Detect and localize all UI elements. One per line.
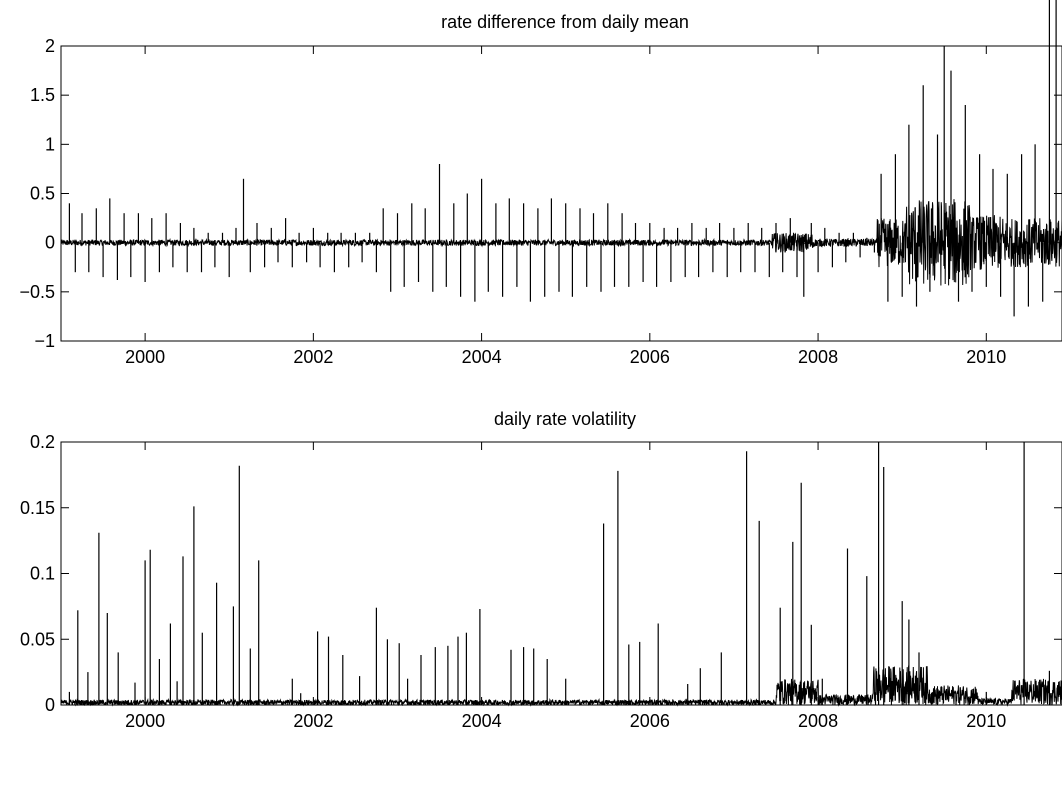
y-tick-label: 0.5	[30, 184, 55, 204]
y-tick-label: −1	[34, 331, 55, 351]
x-tick-label: 2000	[125, 347, 165, 367]
y-tick-label: 0	[45, 233, 55, 253]
y-tick-label: 1.5	[30, 85, 55, 105]
x-tick-label: 2002	[293, 711, 333, 731]
series-rate-difference	[60, 0, 1062, 317]
x-tick-label: 2004	[462, 711, 502, 731]
x-tick-label: 2006	[630, 347, 670, 367]
series-daily-volatility	[60, 442, 1062, 707]
chart-rate-difference: rate difference from daily mean 2000 2002…	[19, 0, 1062, 367]
x-tick-label: 2000	[125, 711, 165, 731]
tick-labels: 2000 2002 2004 2006 2008 2010 −1 −0.5 0 0.5 1 1.5 2	[19, 36, 1006, 367]
x-tick-label: 2010	[966, 347, 1006, 367]
y-tick-label: 0.15	[20, 498, 55, 518]
y-tick-label: 0	[45, 695, 55, 715]
tick-labels: 2000 2002 2004 2006 2008 2010 0 0.05 0.1 0.15 0.2	[20, 432, 1006, 731]
series-noise-line	[60, 199, 1062, 286]
axis-ticks	[61, 45, 1062, 342]
x-tick-label: 2008	[798, 711, 838, 731]
chart-title: daily rate volatility	[494, 409, 636, 429]
axis-ticks	[61, 441, 1062, 706]
y-tick-label: 0.05	[20, 629, 55, 649]
chart-title: rate difference from daily mean	[441, 12, 689, 32]
y-tick-label: 2	[45, 36, 55, 56]
x-tick-label: 2006	[630, 711, 670, 731]
x-tick-label: 2004	[462, 347, 502, 367]
chart-daily-volatility: daily rate volatility 2000 2002 2004 2006 20…	[20, 409, 1062, 731]
y-tick-label: −0.5	[19, 282, 55, 302]
y-tick-label: 0.2	[30, 432, 55, 452]
y-tick-label: 0.1	[30, 564, 55, 584]
x-tick-label: 2010	[966, 711, 1006, 731]
y-tick-label: 1	[45, 134, 55, 154]
x-tick-label: 2008	[798, 347, 838, 367]
x-tick-label: 2002	[293, 347, 333, 367]
